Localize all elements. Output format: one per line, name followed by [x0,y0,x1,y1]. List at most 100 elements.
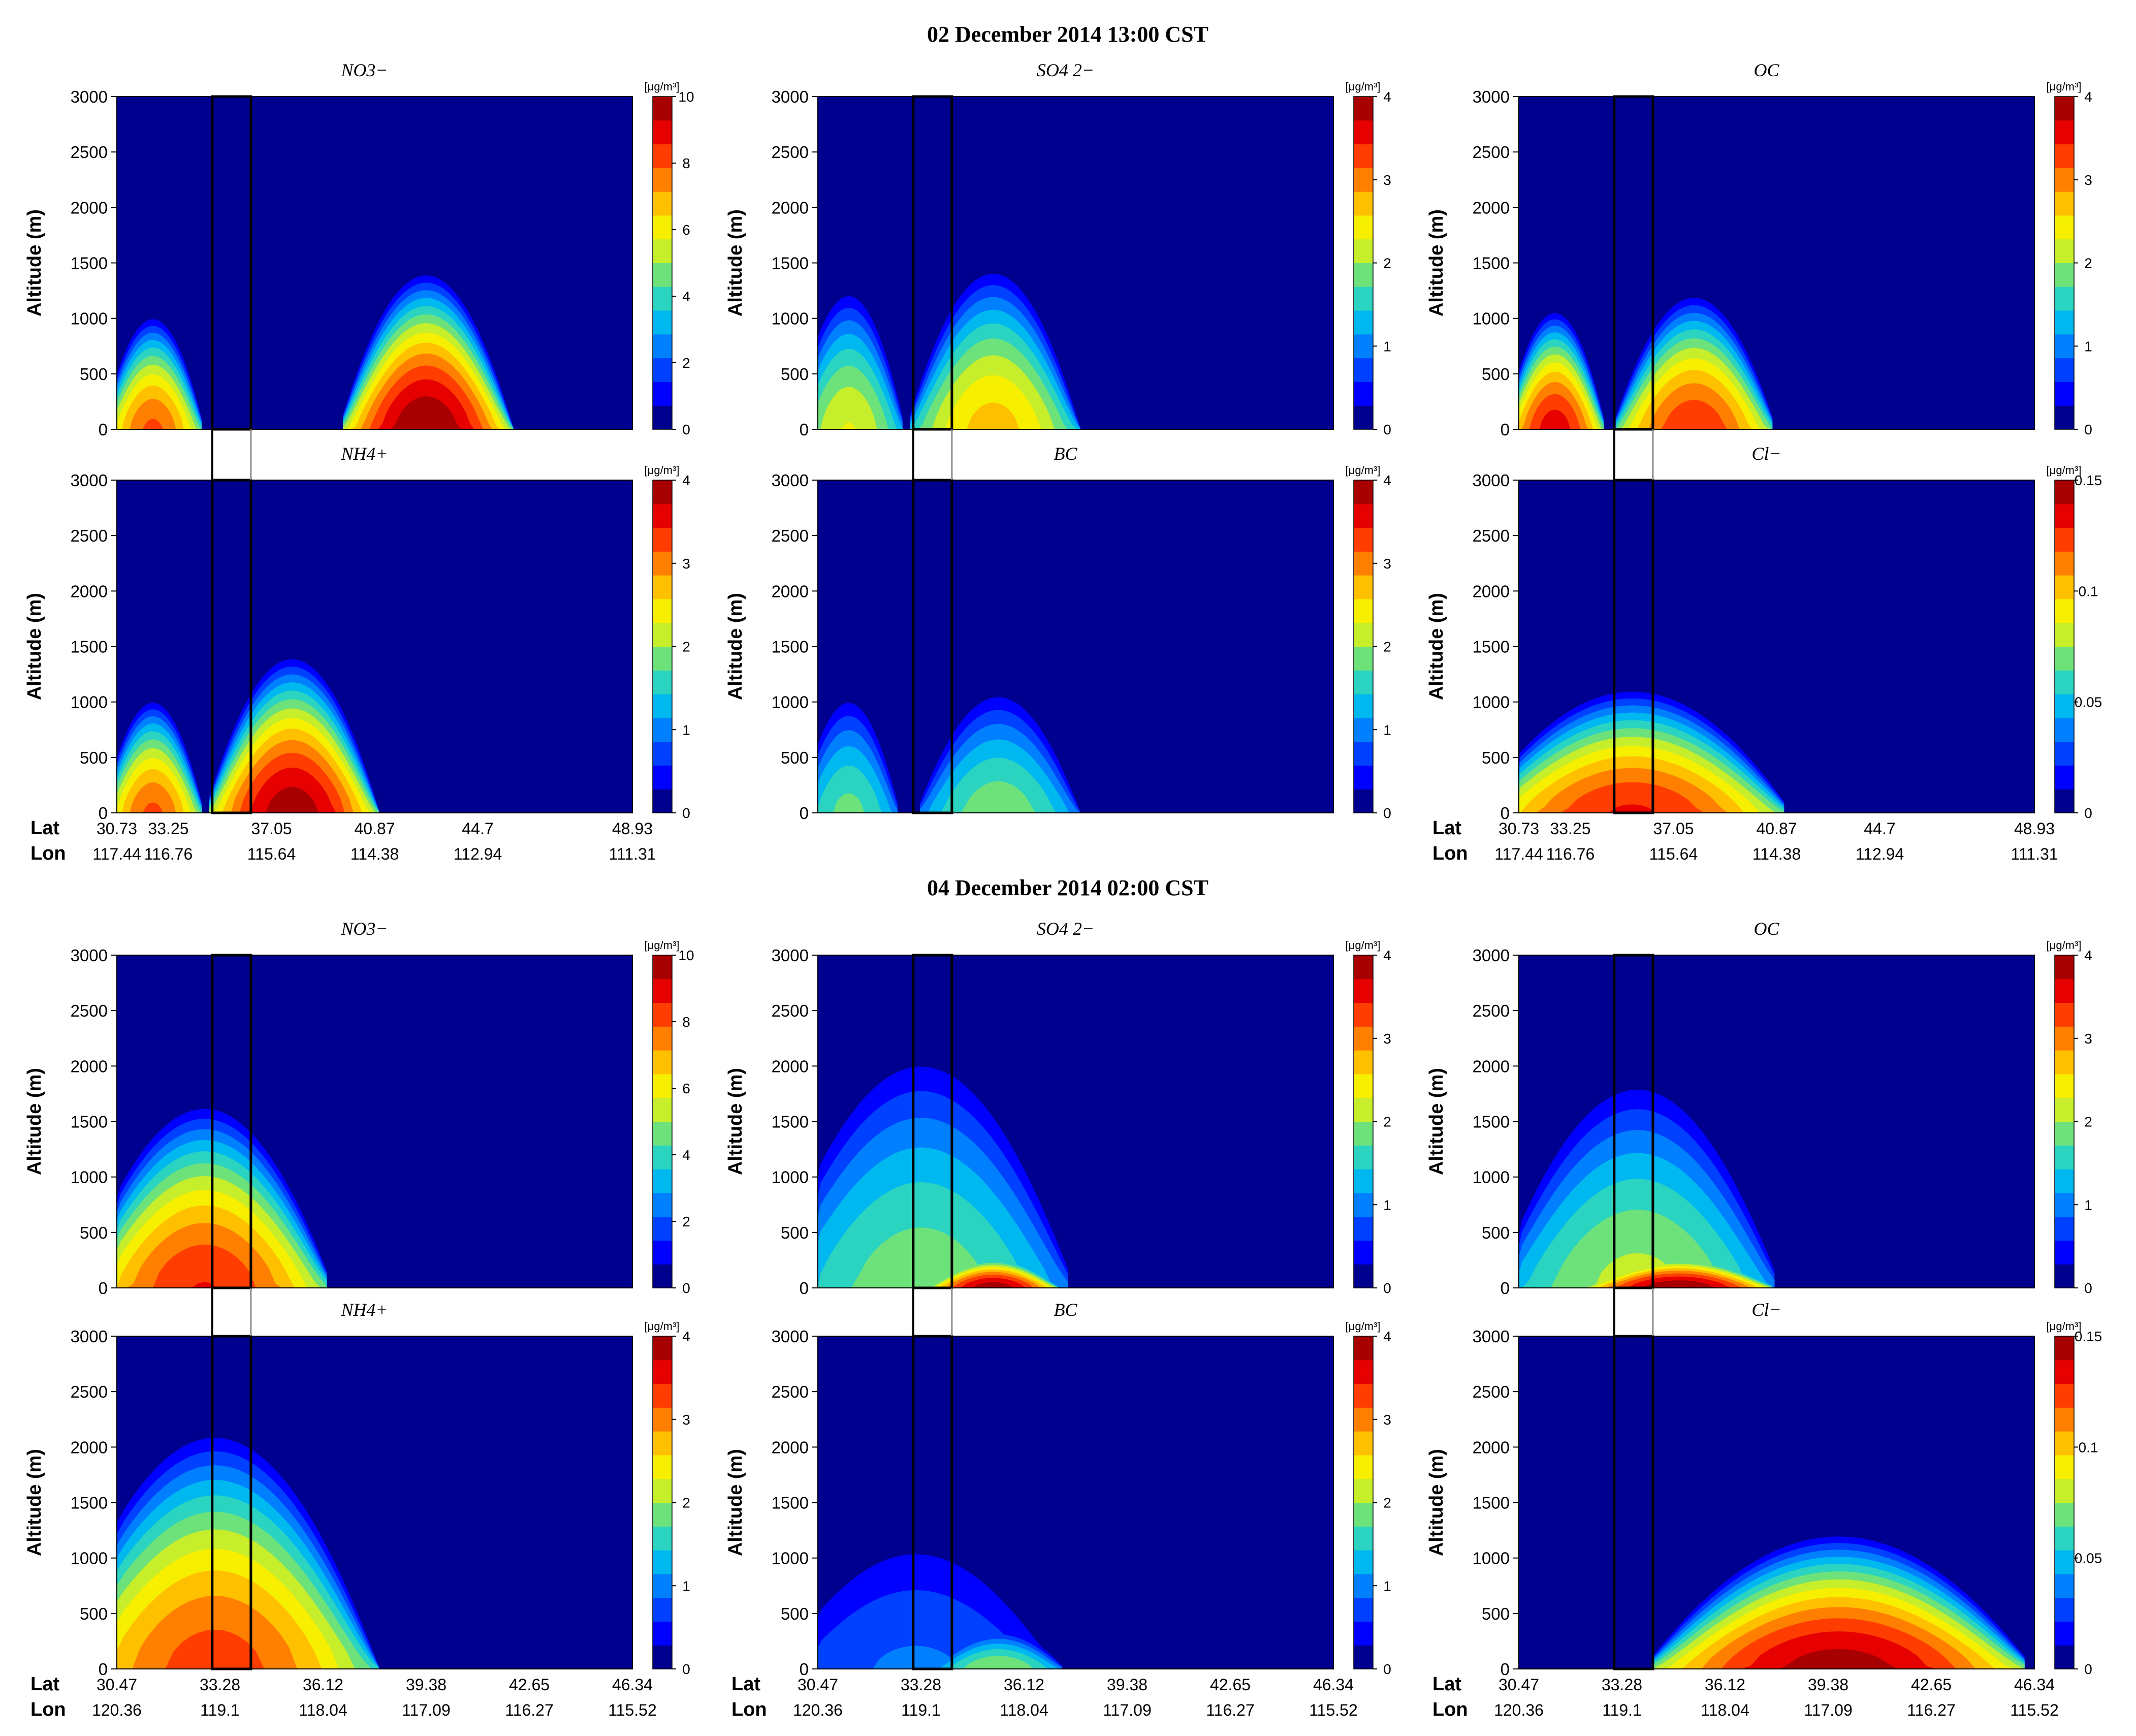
panel-title: BC [1054,444,1077,464]
lat-tick-label: 48.93 [612,819,653,838]
plot-background [1519,97,2034,429]
y-tick-label: 2500 [71,143,108,162]
colorbar-segment [1354,1074,1373,1098]
y-tick-label: 500 [80,1604,108,1623]
y-tick-label: 500 [80,1223,108,1242]
colorbar-segment [2055,598,2074,623]
colorbar-segment [653,239,672,263]
contour-level-11-plume-1 [1519,782,1784,813]
y-tick-label: 3000 [71,946,108,965]
colorbar-tick-label: 4 [2084,89,2092,105]
colorbar-segment [2055,1431,2074,1456]
colorbar-segment [2055,1050,2074,1075]
y-tick-label: 2000 [772,1438,809,1457]
colorbar-unit: [μg/m³] [1346,80,1381,93]
lat-tick-label: 36.12 [1004,1676,1044,1694]
colorbar-segment [2055,1526,2074,1551]
colorbar-tick-label: 1 [1383,722,1391,738]
colorbar-tick-label: 6 [682,222,690,238]
colorbar-tick-label: 0 [2084,805,2092,821]
colorbar-segment [2055,551,2074,576]
colorbar-segment [1354,215,1373,240]
colorbar-segment [2055,310,2074,335]
colorbar-segment [1354,575,1373,599]
contour-level-7-plume-2 [818,387,903,429]
colorbar-segment [1354,527,1373,552]
colorbar-tick-label: 2 [682,639,690,655]
colorbar-segment [2055,1192,2074,1217]
colorbar-segment [1354,551,1373,576]
lat-axis-label: Lat [1432,1674,1461,1695]
colorbar-tick-label: 0.1 [2079,1439,2098,1455]
lat-axis-label: Lat [1432,817,1461,839]
colorbar-segment [2055,1336,2074,1361]
y-tick-label: 2000 [71,198,108,217]
colorbar-segment [2055,503,2074,528]
colorbar-segment [2055,480,2074,504]
lon-tick-label: 116.76 [144,845,193,863]
lon-tick-label: 117.09 [1804,1701,1853,1719]
colorbar-segment [653,1360,672,1384]
y-tick-label: 3000 [1473,471,1510,490]
colorbar-segment [653,1169,672,1193]
lat-tick-label: 30.73 [1499,819,1539,838]
y-tick-label: 0 [99,420,108,439]
lat-tick-label: 39.38 [1808,1676,1848,1694]
colorbar-segment [1354,1026,1373,1051]
colorbar-unit: [μg/m³] [645,464,680,477]
y-tick-label: 2000 [1473,582,1510,601]
colorbar-segment [1354,765,1373,790]
colorbar-frame [652,955,673,1288]
colorbar-segment [2055,765,2074,790]
colorbar-segment [1354,358,1373,382]
colorbar-segment [2055,717,2074,742]
colorbar-tick-label: 0 [2084,1280,2092,1296]
colorbar-segment [653,144,672,168]
colorbar-tick-label: 4 [1383,1329,1391,1344]
lon-tick-label: 120.36 [92,1701,142,1719]
colorbar-segment [1354,168,1373,192]
colorbar-segment [653,670,672,695]
colorbar-tick-label: 4 [682,472,690,488]
colorbar-segment [653,480,672,504]
colorbar-segment [1354,1526,1373,1551]
colorbar-segment [1354,405,1373,430]
section-title-dec04: 04 December 2014 02:00 CST [927,875,1208,900]
y-tick-label: 2500 [772,526,809,545]
contour-level-11-plume-1 [117,1244,327,1288]
plot-background [818,97,1333,429]
colorbar-segment [2055,1097,2074,1122]
y-tick-label: 1000 [71,693,108,712]
colorbar-segment [2055,1550,2074,1574]
lon-tick-label: 117.09 [1103,1701,1152,1719]
colorbar-segment [1354,1645,1373,1669]
colorbar-segment [1354,789,1373,813]
colorbar-segment [1354,1216,1373,1241]
colorbar-segment [1354,1597,1373,1622]
colorbar-segment [653,527,672,552]
colorbar-tick-label: 4 [682,289,690,304]
colorbar-tick-label: 10 [678,89,694,105]
colorbar-segment [1354,1550,1373,1574]
lat-tick-label: 46.34 [2014,1676,2055,1694]
colorbar-segment [653,1074,672,1098]
colorbar-segment [2055,192,2074,216]
colorbar-tick-label: 8 [682,155,690,171]
colorbar-segment [2055,1240,2074,1265]
y-tick-label: 1500 [1473,1113,1510,1131]
y-tick-label: 2000 [772,582,809,601]
y-tick-label: 3000 [71,1327,108,1346]
colorbar-segment [1354,1264,1373,1288]
contour-level-13-plume-1 [1652,1649,2025,1669]
colorbar-tick-label: 4 [682,1329,690,1344]
contour-level-12-plume-1 [1519,804,1784,813]
panel-title: SO4 2− [1037,919,1094,939]
y-tick-label: 1000 [71,1549,108,1568]
y-tick-label: 3000 [71,471,108,490]
y-tick-label: 1500 [71,638,108,656]
colorbar-segment [2055,1026,2074,1051]
y-tick-label: 1000 [1473,1549,1510,1568]
panel-title: NH4+ [340,1300,388,1320]
colorbar-segment [1354,1145,1373,1170]
